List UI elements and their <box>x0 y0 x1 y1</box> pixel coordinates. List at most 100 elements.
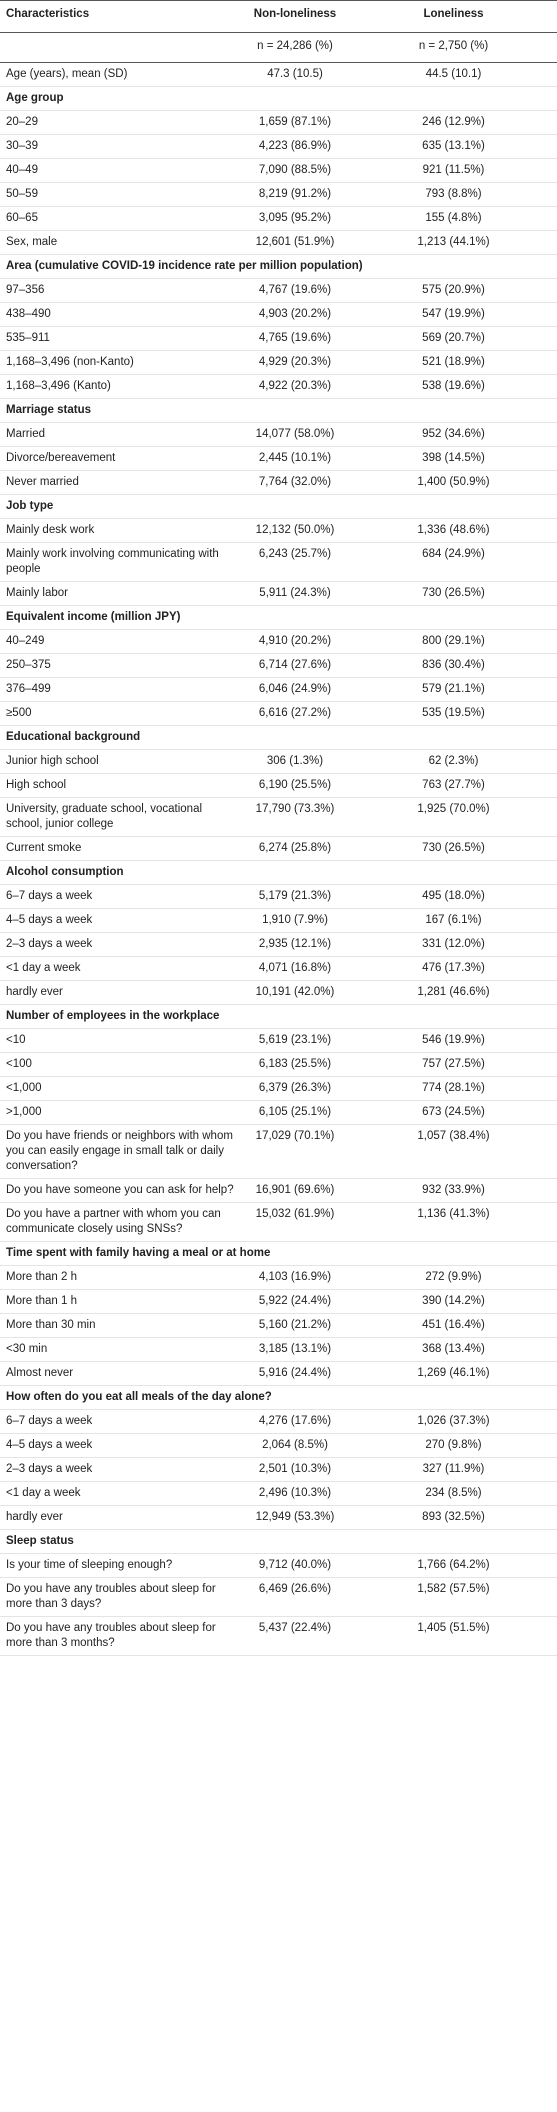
row-label: 376–499 <box>0 677 240 702</box>
row-label: 6–7 days a week <box>0 1409 240 1434</box>
value-cell: 7,764 (32.0%) <box>240 470 350 495</box>
value-cell: 836 (30.4%) <box>350 653 557 678</box>
row-label: 30–39 <box>0 134 240 159</box>
value-cell: 4,767 (19.6%) <box>240 278 350 303</box>
row-label: <1 day a week <box>0 1481 240 1506</box>
value-cell: 155 (4.8%) <box>350 206 557 231</box>
data-row: 40–249 4,910 (20.2%) 800 (29.1%) <box>0 629 557 654</box>
row-label: 6–7 days a week <box>0 884 240 909</box>
row-label: 1,168–3,496 (non-Kanto) <box>0 350 240 375</box>
row-label: Current smoke <box>0 836 240 861</box>
data-row: 97–356 4,767 (19.6%) 575 (20.9%) <box>0 278 557 303</box>
data-row: 1,168–3,496 (Kanto) 4,922 (20.3%) 538 (19.… <box>0 374 557 399</box>
data-row: 250–375 6,714 (27.6%) 836 (30.4%) <box>0 653 557 678</box>
row-label: 1,168–3,496 (Kanto) <box>0 374 240 399</box>
value-cell: 5,179 (21.3%) <box>240 884 350 909</box>
data-row: 2–3 days a week 2,501 (10.3%) 327 (11.9%) <box>0 1457 557 1482</box>
data-row: 30–39 4,223 (86.9%) 635 (13.1%) <box>0 134 557 159</box>
row-label: University, graduate school, vocational … <box>0 797 240 837</box>
value-cell: 3,095 (95.2%) <box>240 206 350 231</box>
section-label: Age group <box>0 86 557 111</box>
data-row: Divorce/bereavement 2,445 (10.1%) 398 (14.… <box>0 446 557 471</box>
value-cell: 932 (33.9%) <box>350 1178 557 1203</box>
value-cell: 6,714 (27.6%) <box>240 653 350 678</box>
value-cell: 14,077 (58.0%) <box>240 422 350 447</box>
header-row: Characteristics Non-loneliness Lonelines… <box>0 0 557 33</box>
value-cell: 774 (28.1%) <box>350 1076 557 1101</box>
section-row: Job type <box>0 494 557 519</box>
row-label: Do you have someone you can ask for help… <box>0 1178 240 1203</box>
data-row: 50–59 8,219 (91.2%) 793 (8.8%) <box>0 182 557 207</box>
value-cell: 5,437 (22.4%) <box>240 1616 350 1656</box>
data-row: 376–499 6,046 (24.9%) 579 (21.1%) <box>0 677 557 702</box>
data-row: <10 5,619 (23.1%) 546 (19.9%) <box>0 1028 557 1053</box>
data-row: Married 14,077 (58.0%) 952 (34.6%) <box>0 422 557 447</box>
row-label: Mainly work involving communicating with… <box>0 542 240 582</box>
value-cell: 2,064 (8.5%) <box>240 1433 350 1458</box>
value-cell: 15,032 (61.9%) <box>240 1202 350 1242</box>
data-row: Mainly desk work 12,132 (50.0%) 1,336 (48.… <box>0 518 557 543</box>
row-label: Junior high school <box>0 749 240 774</box>
value-cell: 2,496 (10.3%) <box>240 1481 350 1506</box>
row-label: 50–59 <box>0 182 240 207</box>
value-cell: 16,901 (69.6%) <box>240 1178 350 1203</box>
value-cell: 538 (19.6%) <box>350 374 557 399</box>
value-cell: 1,057 (38.4%) <box>350 1124 557 1179</box>
row-label: <1,000 <box>0 1076 240 1101</box>
value-cell: 2,935 (12.1%) <box>240 932 350 957</box>
value-cell: 390 (14.2%) <box>350 1289 557 1314</box>
data-row: High school 6,190 (25.5%) 763 (27.7%) <box>0 773 557 798</box>
row-label: 2–3 days a week <box>0 932 240 957</box>
value-cell: 12,132 (50.0%) <box>240 518 350 543</box>
value-cell: 4,903 (20.2%) <box>240 302 350 327</box>
data-row: 535–911 4,765 (19.6%) 569 (20.7%) <box>0 326 557 351</box>
data-row: Sex, male 12,601 (51.9%) 1,213 (44.1%) <box>0 230 557 255</box>
value-cell: 6,379 (26.3%) <box>240 1076 350 1101</box>
value-cell: 800 (29.1%) <box>350 629 557 654</box>
data-row: 20–29 1,659 (87.1%) 246 (12.9%) <box>0 110 557 135</box>
row-label: Mainly desk work <box>0 518 240 543</box>
value-cell: 6,243 (25.7%) <box>240 542 350 582</box>
data-row: Do you have friends or neighbors with wh… <box>0 1124 557 1179</box>
section-row: Age group <box>0 86 557 111</box>
row-label: More than 2 h <box>0 1265 240 1290</box>
row-label: Mainly labor <box>0 581 240 606</box>
row-label: <10 <box>0 1028 240 1053</box>
section-row: Number of employees in the workplace <box>0 1004 557 1029</box>
value-cell: 368 (13.4%) <box>350 1337 557 1362</box>
row-label: Do you have any troubles about sleep for… <box>0 1577 240 1617</box>
row-label: 97–356 <box>0 278 240 303</box>
value-cell: 17,029 (70.1%) <box>240 1124 350 1179</box>
value-cell: 3,185 (13.1%) <box>240 1337 350 1362</box>
value-cell: 398 (14.5%) <box>350 446 557 471</box>
row-label: 4–5 days a week <box>0 1433 240 1458</box>
value-cell: 535 (19.5%) <box>350 701 557 726</box>
section-row: Time spent with family having a meal or … <box>0 1241 557 1266</box>
n-cell: n = 2,750 (%) <box>350 32 557 63</box>
table-head: Characteristics Non-loneliness Lonelines… <box>0 0 557 63</box>
section-label: Number of employees in the workplace <box>0 1004 557 1029</box>
row-label: <30 min <box>0 1337 240 1362</box>
value-cell: 1,910 (7.9%) <box>240 908 350 933</box>
row-label: High school <box>0 773 240 798</box>
value-cell: 44.5 (10.1) <box>350 62 557 87</box>
section-label: Area (cumulative COVID-19 incidence rate… <box>0 254 557 279</box>
value-cell: 331 (12.0%) <box>350 932 557 957</box>
value-cell: 4,765 (19.6%) <box>240 326 350 351</box>
value-cell: 306 (1.3%) <box>240 749 350 774</box>
row-label: Is your time of sleeping enough? <box>0 1553 240 1578</box>
data-row: More than 2 h 4,103 (16.9%) 272 (9.9%) <box>0 1265 557 1290</box>
data-row: Age (years), mean (SD) 47.3 (10.5) 44.5 (1… <box>0 62 557 87</box>
n-row: n = 24,286 (%) n = 2,750 (%) <box>0 32 557 63</box>
value-cell: 4,910 (20.2%) <box>240 629 350 654</box>
data-row: hardly ever 12,949 (53.3%) 893 (32.5%) <box>0 1505 557 1530</box>
section-label: Equivalent income (million JPY) <box>0 605 557 630</box>
section-row: Marriage status <box>0 398 557 423</box>
row-label: More than 30 min <box>0 1313 240 1338</box>
data-row: More than 30 min 5,160 (21.2%) 451 (16.4%) <box>0 1313 557 1338</box>
value-cell: 4,922 (20.3%) <box>240 374 350 399</box>
row-label: 250–375 <box>0 653 240 678</box>
value-cell: 476 (17.3%) <box>350 956 557 981</box>
section-label: Job type <box>0 494 557 519</box>
value-cell: 5,160 (21.2%) <box>240 1313 350 1338</box>
